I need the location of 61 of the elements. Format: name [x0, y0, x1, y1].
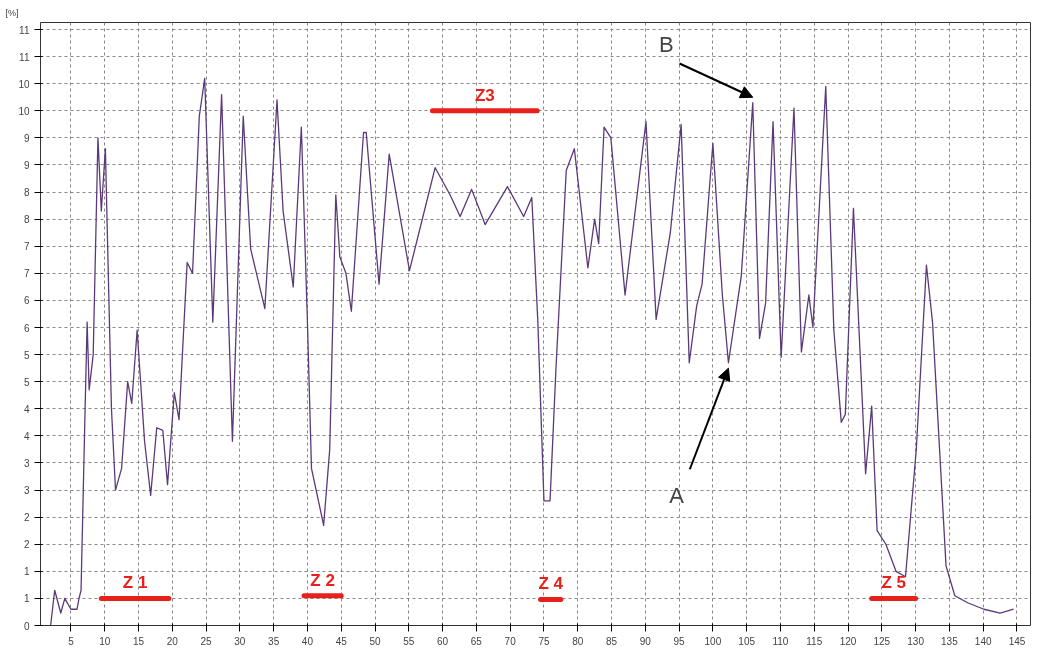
y-tick-label: 8	[23, 214, 30, 226]
y-tick-label: 5	[23, 376, 30, 388]
x-tick-label: 110	[772, 635, 789, 647]
x-tick-label: 70	[504, 635, 517, 647]
x-tick-label: 5	[68, 635, 75, 647]
y-tick-label: 4	[23, 430, 30, 442]
x-tick-label: 95	[673, 635, 686, 647]
line-series	[49, 77, 1015, 626]
y-tick-label: 3	[23, 457, 30, 469]
x-tick-label: 45	[335, 635, 348, 647]
y-tick-label: 1	[23, 566, 30, 578]
x-tick-label: 25	[200, 635, 213, 647]
y-tick-label: 6	[23, 322, 30, 334]
x-tick-label: 105	[738, 635, 756, 647]
y-tick-label: 4	[23, 403, 30, 415]
y-tick-label: 2	[23, 512, 30, 524]
x-tick-label: 90	[639, 635, 652, 647]
x-tick-label: 125	[873, 635, 891, 647]
y-tick-label: 2	[23, 539, 30, 551]
x-tick-label: 60	[437, 635, 449, 647]
x-tick-label: 75	[538, 635, 550, 647]
y-tick-label: 5	[23, 349, 30, 361]
y-tick-label: 9	[23, 132, 30, 144]
y-tick-label: 1	[23, 593, 30, 605]
x-tick-label: 55	[403, 635, 415, 647]
x-tick-label: 35	[268, 635, 280, 647]
x-tick-label: 135	[941, 635, 959, 647]
x-tick-label: 20	[166, 635, 179, 647]
x-tick-label: 30	[234, 635, 246, 647]
annotation: Z 1	[122, 573, 148, 593]
y-tick-label: 7	[23, 268, 30, 280]
annotation: Z3	[474, 85, 495, 105]
y-tick-label: 11	[19, 24, 30, 36]
y-tick-label: 10	[18, 78, 30, 90]
x-tick-label: 40	[301, 635, 314, 647]
y-tick-label: 6	[23, 295, 30, 307]
y-tick-label: 8	[23, 187, 30, 199]
annotation: Z 2	[310, 570, 335, 590]
x-tick-label: 140	[974, 635, 992, 647]
x-tick-label: 65	[470, 635, 483, 647]
x-tick-label: 100	[704, 635, 722, 647]
x-tick-label: 50	[369, 635, 382, 647]
y-axis-title: [%]	[5, 7, 19, 18]
x-tick-label: 115	[806, 635, 823, 647]
x-tick-label: 130	[907, 635, 925, 647]
x-tick-label: 145	[1008, 635, 1026, 647]
x-tick-label: 120	[839, 635, 857, 647]
y-tick-label: 7	[23, 241, 30, 253]
y-tick-label: 11	[19, 51, 30, 63]
y-tick-label: 3	[23, 485, 30, 497]
x-tick-label: 80	[572, 635, 584, 647]
x-tick-label: 15	[132, 635, 145, 647]
y-tick-label: 9	[23, 159, 30, 171]
annotation: Z 4	[538, 574, 564, 594]
x-tick-label: 10	[99, 635, 111, 647]
x-tick-label: 85	[605, 635, 618, 647]
annotation: B	[658, 32, 674, 58]
annotation: Z 5	[881, 573, 906, 593]
y-tick-label: 0	[23, 620, 30, 632]
annotation: A	[669, 483, 685, 509]
y-tick-label: 10	[18, 105, 30, 117]
